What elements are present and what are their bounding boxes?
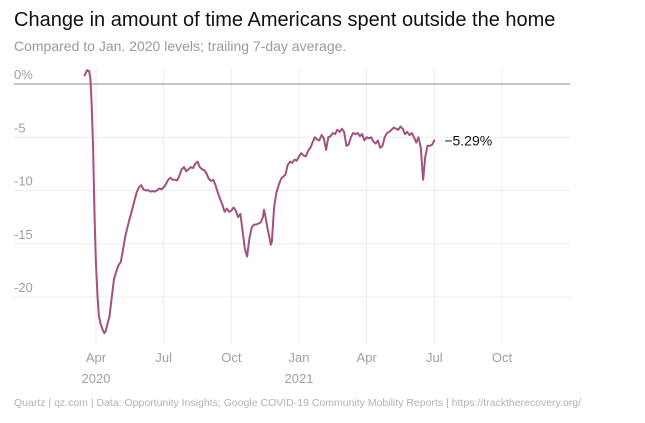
x-tick-label: Jul xyxy=(426,350,443,365)
end-value-label: −5.29% xyxy=(444,132,492,148)
y-tick-label: -10 xyxy=(14,174,33,189)
y-tick-label: -20 xyxy=(14,280,33,295)
x-tick-label: Jul xyxy=(155,350,172,365)
labels: Apr 2020 Jul Oct Jan 2021 Apr Jul Oct 0% -5 -10 -15 -… xyxy=(14,67,512,386)
chart-title: Change in amount of time Americans spent… xyxy=(14,9,556,31)
x-tick-label: Oct xyxy=(492,350,513,365)
x-year-label: 2020 xyxy=(82,371,111,386)
y-tick-label: 0% xyxy=(14,67,33,82)
x-year-label: 2021 xyxy=(285,371,314,386)
x-tick-label: Jan xyxy=(289,350,310,365)
x-tick-label: Apr xyxy=(357,350,378,365)
y-tick-label: -15 xyxy=(14,227,33,242)
x-tick-label: Oct xyxy=(221,350,242,365)
grid xyxy=(14,68,570,345)
series-line xyxy=(83,69,436,335)
chart-subtitle: Compared to Jan. 2020 levels; trailing 7… xyxy=(14,38,347,54)
x-tick-label: Apr xyxy=(86,350,107,365)
y-tick-label: -5 xyxy=(14,120,26,135)
source-note: Quartz | qz.com | Data: Opportunity Insi… xyxy=(14,397,582,409)
series-layer xyxy=(83,69,436,335)
